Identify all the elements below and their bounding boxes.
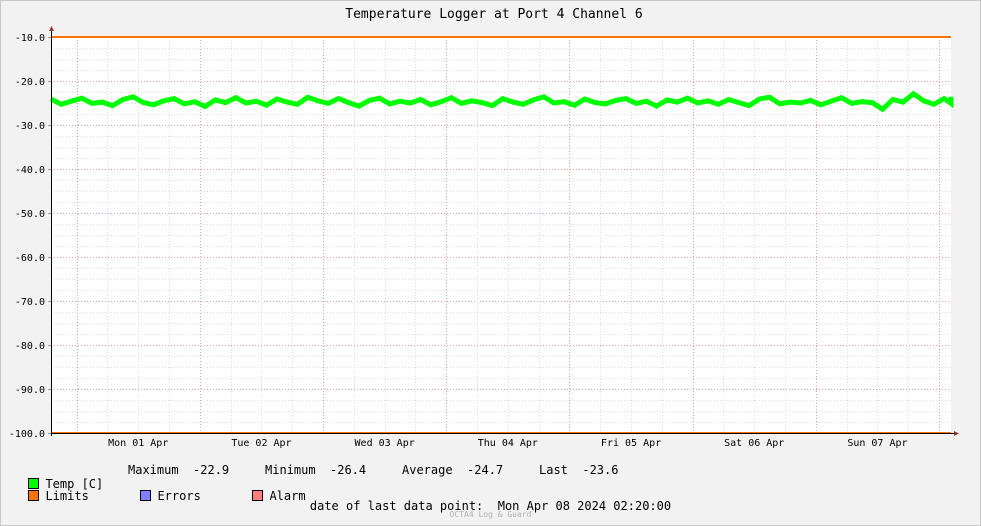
last-data-point: date of last data point: Mon Apr 08 2024… [309,499,672,513]
stat-max-label: Maximum [128,463,179,477]
y-tick-label: -30.0 [15,121,45,132]
x-axis-arrow [954,431,959,436]
stat-last-label: Last [539,463,568,477]
series [49,90,954,113]
legend-alarm-label: Alarm [269,489,306,503]
x-tick-label: Tue 02 Apr [231,438,291,449]
x-tick-label: Sun 07 Apr [847,438,907,449]
y-tick-label: -10.0 [15,33,45,44]
legend-limits-label: Limits [45,489,89,503]
stat-avg-value: -24.7 [467,463,504,477]
stat-minimum: Minimum -26.4 [265,463,366,477]
y-tick-label: -90.0 [15,385,45,396]
alarm-swatch [252,490,264,501]
legend-row-temp: Temp [C] [14,463,103,491]
legend-row-errors: Errors [126,475,201,503]
stat-min-label: Minimum [265,463,316,477]
y-tick-label: -50.0 [15,209,45,220]
y-tick-label: -40.0 [15,165,45,176]
x-tick-label: Wed 03 Apr [355,438,415,449]
y-tick-label: -20.0 [15,77,45,88]
x-tick-label: Thu 04 Apr [478,438,538,449]
y-tick-label: -70.0 [15,297,45,308]
brand-watermark: OCTA4 Log & Guard [449,510,532,519]
legend-row-limits: Limits [14,475,89,503]
stat-max-value: -22.9 [193,463,230,477]
stat-avg-label: Average [402,463,453,477]
limits-swatch [28,490,40,501]
chart-title: Temperature Logger at Port 4 Channel 6 [345,7,642,22]
legend-temp-label: Temp [C] [45,477,104,491]
stat-maximum: Maximum -22.9 [128,463,229,477]
y-tick-label: -80.0 [15,341,45,352]
temp-series-line [49,90,954,113]
grid [51,37,951,434]
x-tick-label: Sat 06 Apr [724,438,784,449]
y-tick-label: -100.0 [9,429,45,440]
legend-row-alarm: Alarm [238,475,306,503]
temp-swatch [28,478,40,489]
x-tick-label: Mon 01 Apr [108,438,168,449]
x-tick-label: Fri 05 Apr [601,438,661,449]
errors-swatch [140,490,152,501]
stat-last: Last -23.6 [539,463,618,477]
y-axis-arrow [49,26,54,31]
axes [48,26,959,436]
y-tick-label: -60.0 [15,253,45,264]
stat-average: Average -24.7 [402,463,503,477]
stat-last-value: -23.6 [582,463,619,477]
tick-labels: -10.0 -20.0 -30.0 -40.0 -50.0 -60.0 -70.0 -80.0… [9,33,908,449]
stat-min-value: -26.4 [330,463,367,477]
legend-errors-label: Errors [157,489,201,503]
